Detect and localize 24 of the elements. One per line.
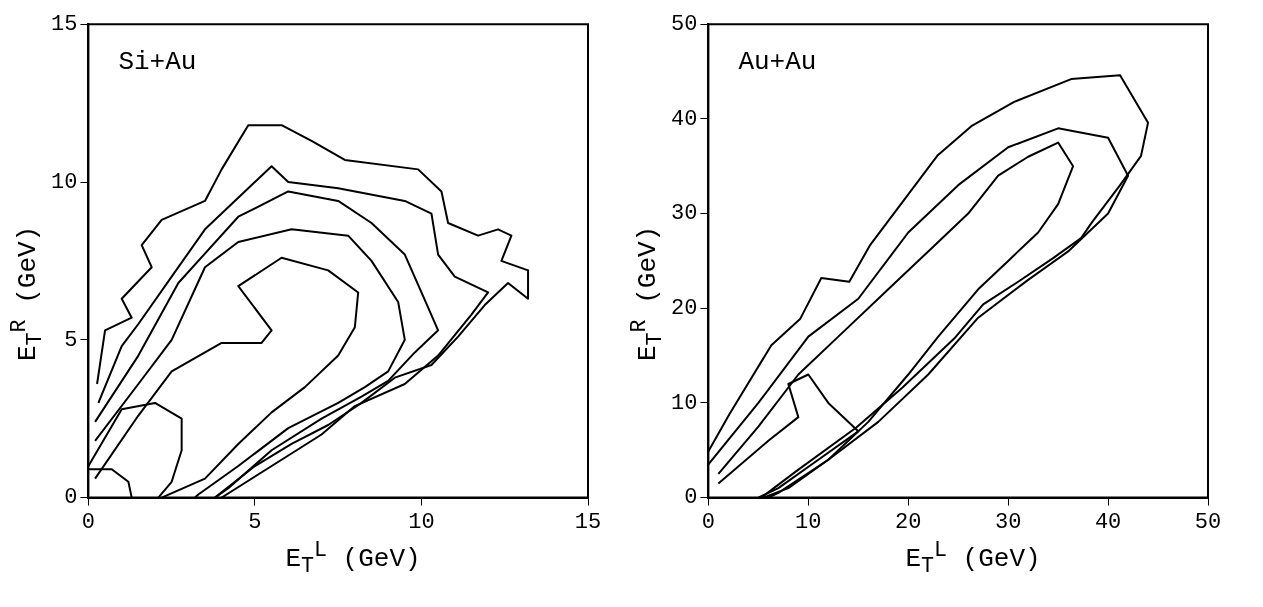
y-tick-label: 10 bbox=[671, 390, 698, 416]
x-tick-label: 10 bbox=[408, 509, 435, 535]
x-tick-label: 20 bbox=[895, 509, 922, 535]
y-tick-label: 0 bbox=[684, 485, 698, 511]
x-tick-label: 15 bbox=[574, 509, 602, 535]
x-axis-title: E$_{T}$$^{L}$ (GeV) bbox=[904, 538, 1041, 579]
x-tick-label: 10 bbox=[795, 509, 822, 535]
x-tick-label: 40 bbox=[1094, 509, 1122, 535]
annotation: Au+Au bbox=[738, 47, 817, 78]
x-tick-label: 0 bbox=[701, 509, 716, 535]
y-tick-label: 50 bbox=[671, 12, 698, 38]
y-tick-label: 30 bbox=[671, 201, 698, 227]
x-tick-label: 30 bbox=[994, 509, 1022, 535]
y-tick-label: 5 bbox=[64, 327, 78, 353]
y-tick-label: 10 bbox=[51, 169, 78, 195]
y-tick-label: 15 bbox=[51, 12, 78, 38]
x-tick-label: 50 bbox=[1194, 509, 1222, 535]
y-tick-label: 0 bbox=[64, 485, 78, 511]
y-tick-label: 40 bbox=[671, 106, 698, 132]
y-tick-label: 20 bbox=[671, 296, 698, 322]
x-axis-title: E$_{T}$$^{L}$ (GeV) bbox=[284, 538, 421, 579]
x-tick-label: 5 bbox=[248, 509, 262, 535]
x-tick-label: 0 bbox=[81, 509, 96, 535]
annotation: Si+Au bbox=[118, 47, 197, 78]
